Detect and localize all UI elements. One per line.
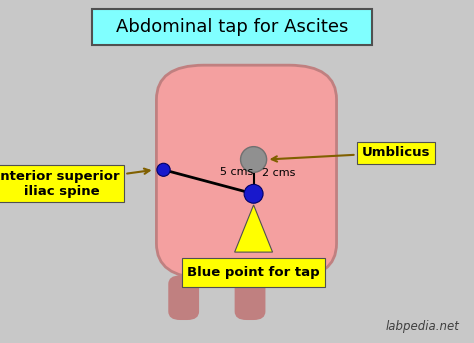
FancyBboxPatch shape: [182, 258, 325, 287]
Ellipse shape: [157, 163, 170, 176]
Text: Abdominal tap for Ascites: Abdominal tap for Ascites: [116, 18, 348, 36]
Ellipse shape: [240, 146, 266, 172]
Text: labpedia.net: labpedia.net: [386, 320, 460, 333]
FancyBboxPatch shape: [156, 65, 337, 278]
FancyBboxPatch shape: [168, 275, 199, 320]
Ellipse shape: [244, 185, 263, 203]
Text: Anterior superior
   iliac spine: Anterior superior iliac spine: [0, 168, 149, 198]
Text: Blue point for tap: Blue point for tap: [187, 266, 320, 279]
Text: 5 cms: 5 cms: [220, 167, 254, 177]
FancyBboxPatch shape: [235, 275, 265, 320]
FancyBboxPatch shape: [92, 9, 372, 45]
Text: Umblicus: Umblicus: [272, 146, 430, 162]
Text: 2 cms: 2 cms: [262, 168, 295, 178]
Polygon shape: [235, 205, 273, 252]
